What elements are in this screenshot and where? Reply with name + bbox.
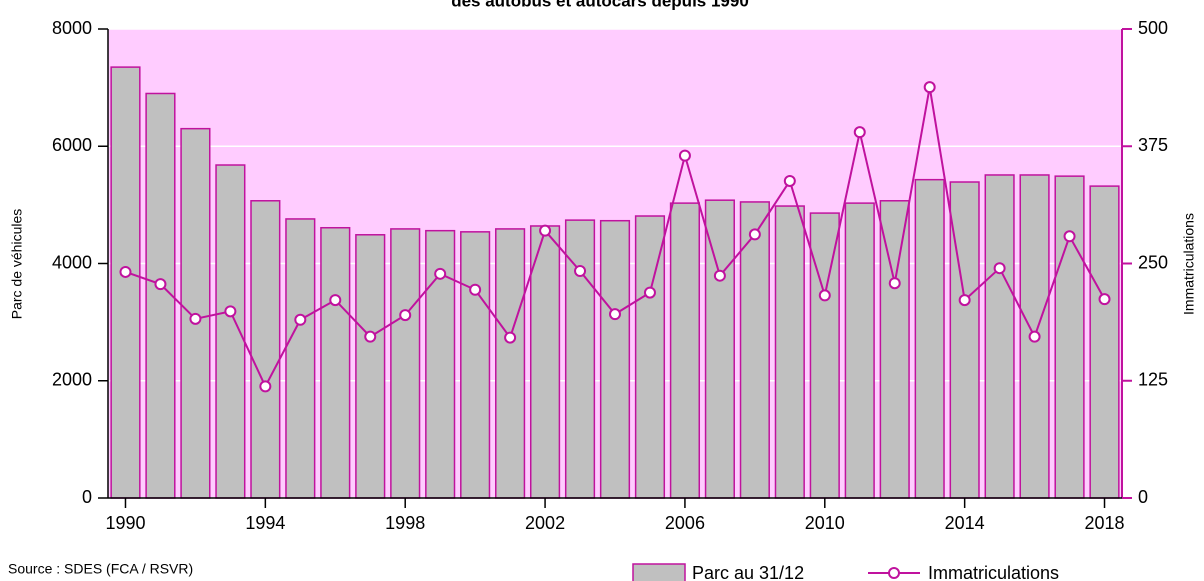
bar	[529, 225, 561, 499]
point	[364, 330, 377, 343]
bar	[704, 199, 735, 499]
bar	[425, 229, 456, 499]
y-axis-label: Parc de véhicules	[9, 209, 25, 320]
bar	[739, 201, 770, 499]
bar	[250, 200, 281, 499]
x-tick-label: 2006	[665, 513, 705, 533]
bar	[564, 219, 596, 499]
point	[993, 262, 1006, 275]
bar	[809, 212, 840, 499]
point	[1098, 293, 1111, 306]
bar	[879, 200, 910, 499]
point	[294, 313, 307, 326]
point	[1063, 230, 1076, 243]
bar	[844, 202, 875, 499]
legend-label: Parc au 31/12	[692, 563, 804, 581]
y-tick-label: 8000	[52, 18, 92, 38]
point	[818, 289, 831, 302]
bar	[495, 228, 526, 499]
point	[119, 265, 132, 278]
point	[678, 149, 691, 162]
point	[853, 126, 866, 139]
point	[469, 283, 482, 296]
point	[713, 269, 726, 282]
point	[748, 228, 761, 241]
legend-label: Immatriculations	[928, 563, 1059, 581]
x-tick-label: 1998	[385, 513, 425, 533]
point	[783, 174, 796, 187]
bar	[1089, 185, 1120, 499]
bar	[460, 231, 491, 499]
point	[923, 81, 936, 94]
legend-marker	[888, 567, 900, 579]
bar	[1054, 175, 1085, 499]
y2-tick-label: 250	[1138, 252, 1168, 272]
point	[399, 309, 412, 322]
point	[539, 224, 552, 237]
y2-tick-label: 375	[1138, 135, 1168, 155]
bar	[145, 92, 176, 499]
bar	[984, 174, 1015, 499]
y-tick-label: 2000	[52, 370, 92, 390]
bar	[669, 202, 701, 499]
x-tick-label: 2010	[805, 513, 845, 533]
x-tick-label: 1994	[245, 513, 285, 533]
point	[154, 278, 167, 291]
bar	[949, 181, 980, 499]
point	[189, 312, 202, 325]
point	[504, 331, 517, 344]
point	[574, 265, 587, 278]
point	[329, 294, 342, 307]
bar	[599, 219, 631, 499]
point	[609, 308, 621, 321]
y2-tick-label: 0	[1138, 487, 1148, 507]
bar	[914, 178, 945, 499]
x-tick-label: 2018	[1084, 513, 1124, 533]
bar	[320, 226, 351, 499]
legend-swatch	[632, 563, 686, 581]
y2-axis-label: Immatriculations	[1181, 213, 1197, 315]
point	[224, 305, 237, 318]
point	[259, 380, 272, 393]
source: Source : SDES (FCA / RSVR)	[8, 561, 193, 577]
y2-tick-label: 500	[1138, 18, 1168, 38]
bar	[390, 228, 421, 499]
point	[888, 277, 901, 290]
y2-tick-label: 125	[1138, 370, 1168, 390]
x-tick-label: 2014	[945, 513, 985, 533]
bar	[634, 215, 666, 499]
point	[643, 286, 656, 299]
y-tick-label: 0	[82, 487, 92, 507]
bar	[355, 234, 386, 499]
y-tick-label: 4000	[52, 252, 92, 272]
x-tick-label: 2002	[525, 513, 565, 533]
point	[1028, 330, 1041, 343]
point	[958, 294, 971, 307]
bar	[774, 205, 805, 499]
bar	[110, 66, 141, 499]
chart-title: des autobus et autocars depuis 1990	[451, 0, 749, 10]
x-tick-label: 1990	[105, 513, 145, 533]
y-tick-label: 6000	[52, 135, 92, 155]
bar	[285, 218, 316, 499]
point	[434, 267, 447, 280]
